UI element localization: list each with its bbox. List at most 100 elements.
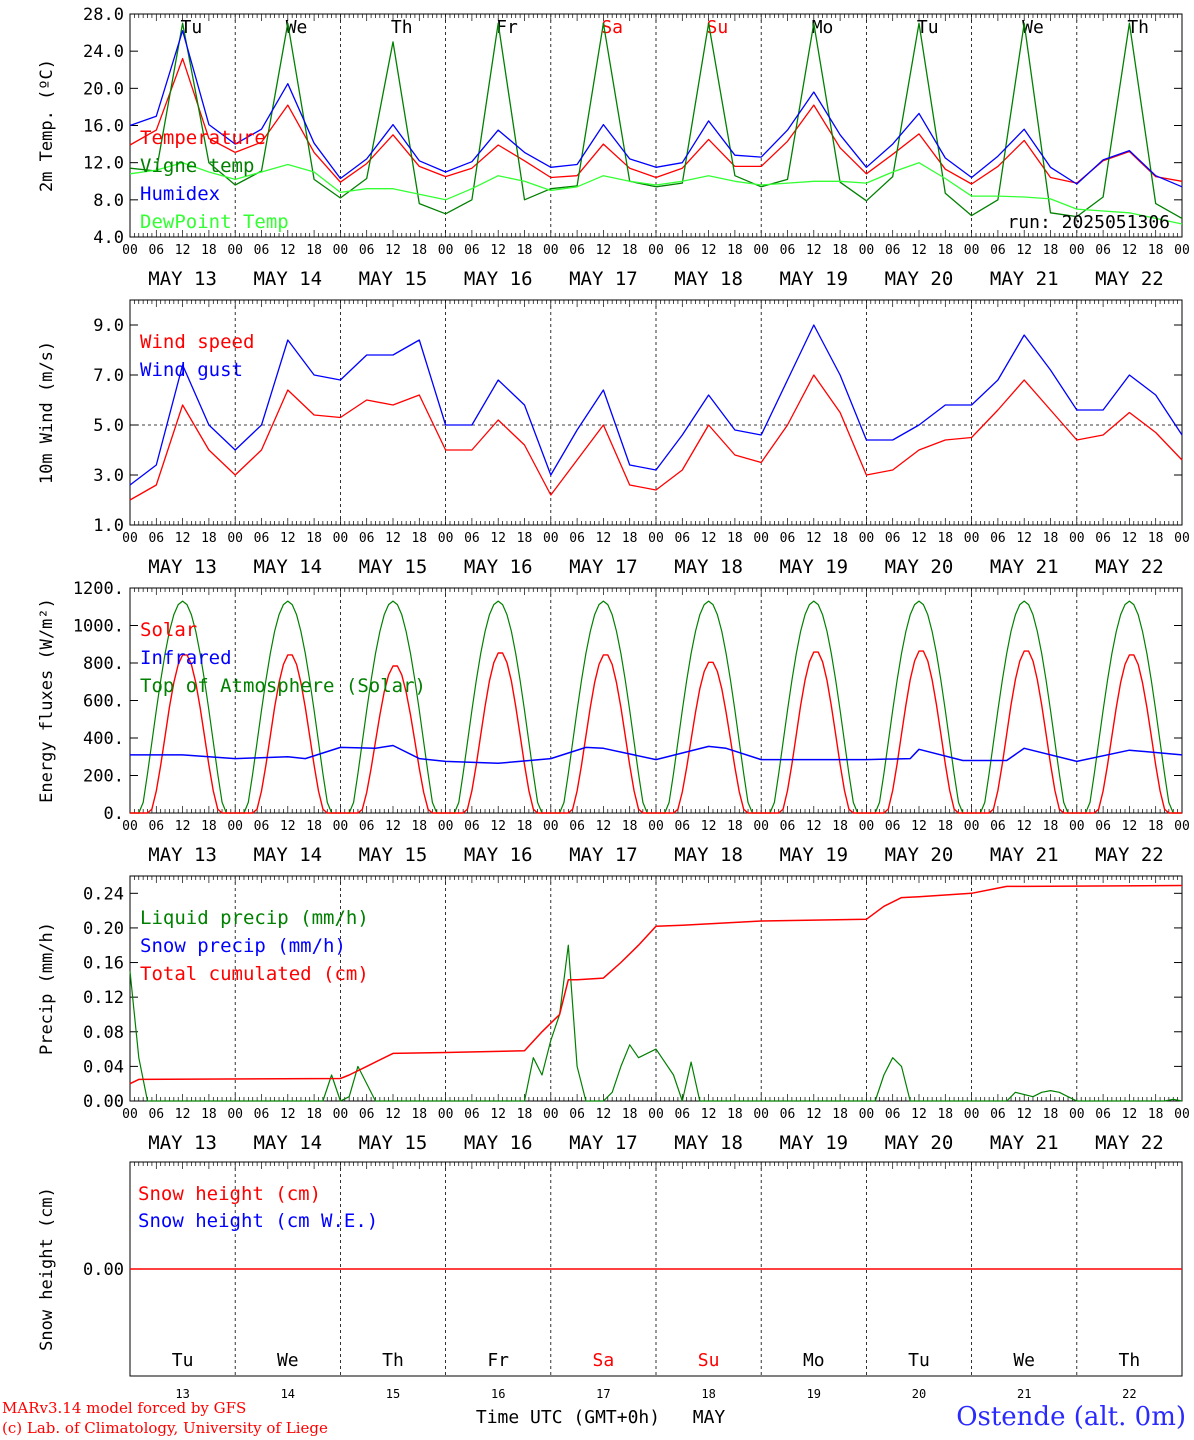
y-tick-label: 200. (83, 767, 124, 787)
hour-label: 00 (1069, 531, 1085, 546)
legend-entry: Wind gust (140, 359, 243, 381)
y-axis-title: Snow height (cm) (37, 1187, 57, 1351)
date-label: MAY 19 (779, 844, 848, 866)
legend-entry: Total cumulated (cm) (140, 963, 369, 985)
hour-label: 12 (385, 1107, 401, 1122)
date-label: MAY 15 (359, 556, 428, 578)
time-axis-title: Time UTC (GMT+0h) (476, 1407, 660, 1428)
hour-label: 18 (622, 531, 638, 546)
series-line-dewpoint-temp (129, 162, 1183, 225)
hour-label: 18 (517, 1107, 533, 1122)
y-tick-label: 1.0 (93, 516, 124, 536)
legend-entry: Temperature (140, 127, 266, 149)
y-tick-label: 0.12 (83, 988, 124, 1008)
date-label: MAY 21 (990, 844, 1059, 866)
hour-label: 06 (464, 819, 480, 834)
legend-entry: Infrared (140, 647, 232, 669)
hour-label: 00 (227, 819, 243, 834)
date-label: MAY 16 (464, 1132, 533, 1154)
date-label: MAY 15 (359, 1132, 428, 1154)
day-name-label: Mo (803, 1350, 825, 1371)
day-name-label: Th (1127, 17, 1149, 38)
legend-entry: Top of Atmosphere (Solar) (140, 675, 426, 697)
hour-label: 18 (517, 243, 533, 258)
hour-label: 18 (727, 531, 743, 546)
y-tick-label: 800. (83, 654, 124, 674)
date-label: MAY 18 (674, 1132, 743, 1154)
hour-label: 06 (569, 1107, 585, 1122)
hour-label: 12 (596, 243, 612, 258)
date-label: MAY 14 (253, 268, 322, 290)
hour-label: 12 (701, 1107, 717, 1122)
hour-label: 00 (438, 531, 454, 546)
y-tick-label: 400. (83, 729, 124, 749)
day-number-label: 15 (386, 1387, 400, 1401)
hour-label: 06 (464, 531, 480, 546)
hour-label: 18 (622, 1107, 638, 1122)
hour-label: 12 (806, 819, 822, 834)
hour-label: 00 (543, 243, 559, 258)
month-label: MAY (693, 1407, 726, 1428)
date-label: MAY 15 (359, 268, 428, 290)
hour-label: 06 (148, 243, 164, 258)
legend-entry: Snow height (cm W.E.) (138, 1210, 378, 1232)
hour-label: 12 (1016, 819, 1032, 834)
hour-label: 12 (1122, 819, 1138, 834)
hour-label: 12 (1016, 1107, 1032, 1122)
hour-label: 12 (701, 819, 717, 834)
hour-label: 18 (201, 531, 217, 546)
hour-label: 00 (964, 819, 980, 834)
y-tick-label: 5.0 (93, 416, 124, 436)
hour-label: 06 (780, 243, 796, 258)
hour-label: 00 (1069, 243, 1085, 258)
hour-label: 12 (911, 531, 927, 546)
hour-label: 00 (753, 1107, 769, 1122)
hour-label: 00 (1069, 819, 1085, 834)
hour-label: 18 (622, 243, 638, 258)
day-name-label: We (1022, 17, 1044, 38)
hour-label: 12 (385, 531, 401, 546)
legend-entry: Snow height (cm) (138, 1183, 321, 1205)
hour-label: 18 (517, 819, 533, 834)
hour-label: 06 (885, 1107, 901, 1122)
hour-label: 06 (359, 531, 375, 546)
y-tick-label: 9.0 (93, 316, 124, 336)
date-label: MAY 22 (1095, 268, 1164, 290)
hour-label: 00 (333, 1107, 349, 1122)
date-label: MAY 18 (674, 844, 743, 866)
day-number-label: 21 (1017, 1387, 1031, 1401)
hour-label: 06 (254, 243, 270, 258)
hour-label: 18 (832, 819, 848, 834)
hour-label: 12 (911, 819, 927, 834)
y-tick-label: 20.0 (83, 79, 124, 99)
day-number-label: 18 (701, 1387, 715, 1401)
hour-label: 00 (859, 243, 875, 258)
y-tick-label: 0.04 (83, 1057, 124, 1077)
y-tick-label: 7.0 (93, 366, 124, 386)
hour-label: 00 (122, 1107, 138, 1122)
day-name-label: Th (1119, 1350, 1141, 1371)
hour-label: 06 (359, 243, 375, 258)
hour-label: 00 (859, 819, 875, 834)
hour-label: 18 (201, 243, 217, 258)
hour-label: 06 (885, 531, 901, 546)
hour-label: 06 (359, 1107, 375, 1122)
hour-label: 12 (280, 819, 296, 834)
hour-label: 00 (1174, 1107, 1190, 1122)
hour-label: 06 (1095, 243, 1111, 258)
hour-label: 00 (438, 1107, 454, 1122)
plot-frame (129, 299, 1183, 526)
hour-label: 06 (780, 531, 796, 546)
hour-label: 00 (859, 531, 875, 546)
date-label: MAY 14 (253, 1132, 322, 1154)
hour-label: 06 (569, 243, 585, 258)
hour-label: 06 (990, 1107, 1006, 1122)
hour-label: 12 (490, 531, 506, 546)
date-label: MAY 19 (779, 1132, 848, 1154)
hour-label: 00 (122, 531, 138, 546)
hour-label: 06 (148, 819, 164, 834)
day-number-label: 22 (1122, 1387, 1136, 1401)
hour-label: 00 (438, 819, 454, 834)
hour-label: 18 (1148, 1107, 1164, 1122)
y-tick-label: 0. (104, 804, 124, 824)
